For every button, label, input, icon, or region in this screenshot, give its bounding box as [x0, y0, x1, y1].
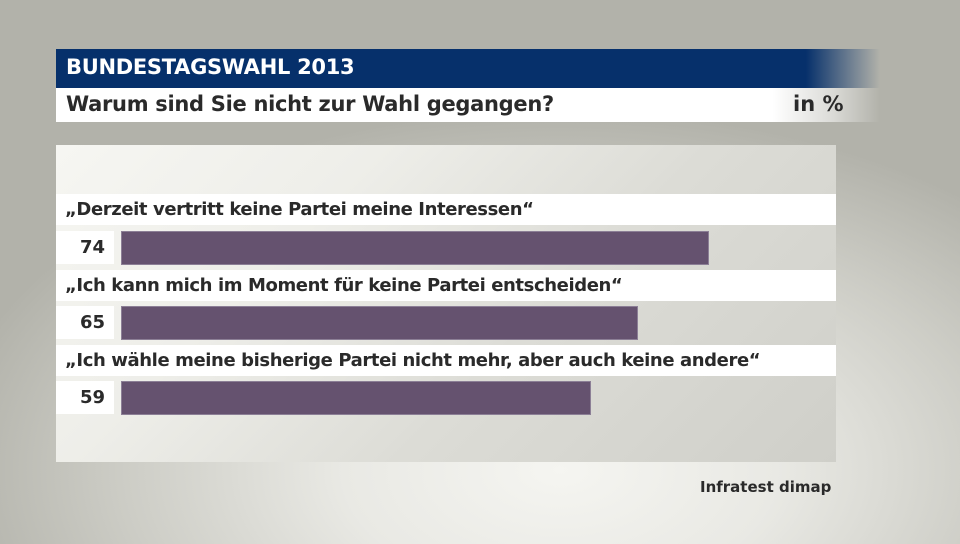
row-label-text: „Derzeit vertritt keine Partei meine Int…	[65, 199, 534, 220]
chart-panel	[56, 145, 836, 462]
bar	[122, 232, 708, 264]
value-text: 59	[79, 387, 105, 408]
header-bar: BUNDESTAGSWAHL 2013	[56, 49, 880, 88]
value-box: 59	[56, 381, 114, 414]
row-label-text: „Ich wähle meine bisherige Partei nicht …	[65, 350, 761, 371]
chart-subtitle: Warum sind Sie nicht zur Wahl gegangen?	[66, 92, 554, 116]
source-label: Infratest dimap	[700, 478, 832, 496]
bar	[122, 307, 637, 339]
row-label: „Ich kann mich im Moment für keine Parte…	[56, 270, 836, 301]
value-box: 65	[56, 306, 114, 339]
chart-title: BUNDESTAGSWAHL 2013	[66, 55, 355, 79]
value-text: 74	[79, 237, 105, 258]
row-label: „Ich wähle meine bisherige Partei nicht …	[56, 345, 836, 376]
value-box: 74	[56, 231, 114, 264]
row-label: „Derzeit vertritt keine Partei meine Int…	[56, 194, 836, 225]
subtitle-bar: Warum sind Sie nicht zur Wahl gegangen? …	[56, 88, 880, 122]
row-label-text: „Ich kann mich im Moment für keine Parte…	[65, 275, 623, 296]
value-text: 65	[79, 312, 105, 333]
bar	[122, 382, 590, 414]
unit-label: in %	[793, 92, 844, 116]
